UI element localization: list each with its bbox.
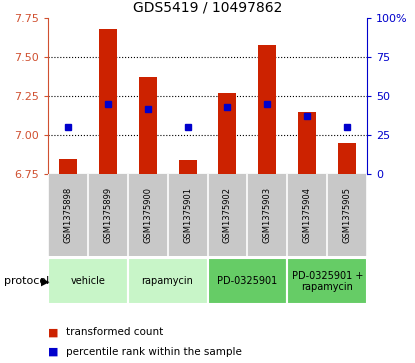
Text: GSM1375898: GSM1375898 — [63, 187, 72, 243]
Bar — [59, 159, 77, 174]
Bar — [128, 258, 208, 304]
Text: ■: ■ — [48, 327, 58, 337]
Text: GSM1375902: GSM1375902 — [223, 187, 232, 243]
Bar — [298, 112, 316, 174]
Text: rapamycin: rapamycin — [142, 276, 193, 286]
Text: GSM1375903: GSM1375903 — [263, 187, 272, 243]
Text: ■: ■ — [48, 347, 58, 357]
Text: transformed count: transformed count — [66, 327, 164, 337]
Bar — [48, 258, 128, 304]
Bar — [259, 45, 276, 174]
Text: vehicle: vehicle — [70, 276, 105, 286]
Text: GSM1375900: GSM1375900 — [143, 187, 152, 243]
Text: PD-0325901: PD-0325901 — [217, 276, 278, 286]
Text: ▶: ▶ — [41, 276, 49, 286]
Text: protocol: protocol — [4, 276, 49, 286]
Text: PD-0325901 +
rapamycin: PD-0325901 + rapamycin — [292, 270, 363, 292]
Bar — [287, 258, 367, 304]
Title: GDS5419 / 10497862: GDS5419 / 10497862 — [133, 0, 282, 14]
Bar — [218, 93, 237, 174]
Bar — [338, 143, 356, 174]
Bar — [99, 29, 117, 174]
Text: GSM1375901: GSM1375901 — [183, 187, 192, 243]
Text: GSM1375899: GSM1375899 — [103, 187, 112, 243]
Text: percentile rank within the sample: percentile rank within the sample — [66, 347, 242, 357]
Text: GSM1375904: GSM1375904 — [303, 187, 312, 243]
Bar — [178, 160, 197, 174]
Text: GSM1375905: GSM1375905 — [343, 187, 352, 243]
Bar — [139, 77, 156, 174]
Bar — [208, 258, 287, 304]
